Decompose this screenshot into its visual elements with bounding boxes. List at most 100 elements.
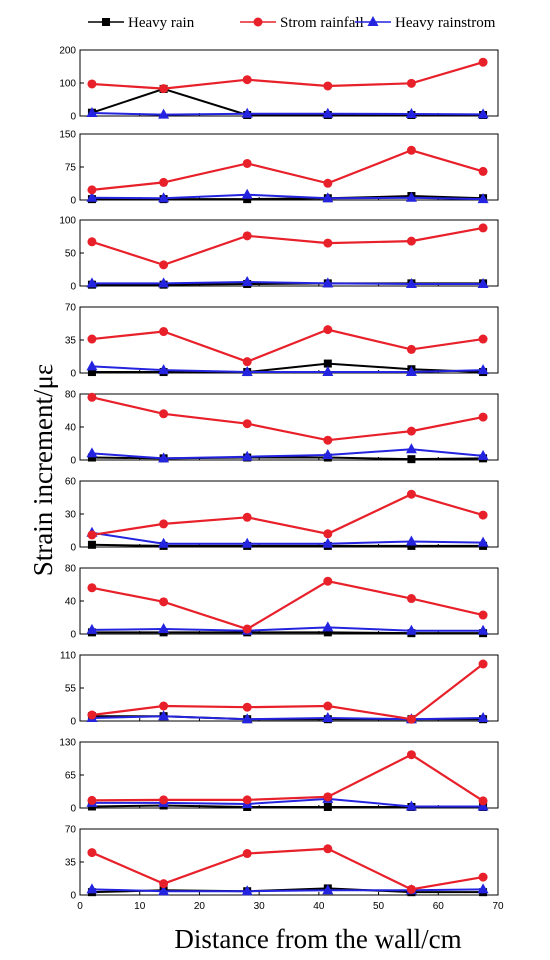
data-point	[87, 392, 97, 402]
data-point	[87, 453, 96, 462]
data-point	[243, 195, 252, 204]
data-point	[322, 192, 334, 203]
data-point	[478, 334, 488, 344]
y-tick-label: 0	[70, 543, 76, 554]
x-tick-label: 30	[254, 901, 266, 912]
panel: 0 35 70	[65, 825, 499, 902]
data-point	[406, 344, 416, 354]
series-heavy-rainstrom	[86, 360, 489, 377]
y-tick-label: 70	[65, 825, 77, 836]
data-point	[477, 800, 489, 811]
series-line	[91, 149, 484, 191]
y-tick-label: 65	[65, 771, 77, 782]
data-point	[406, 489, 416, 499]
legend-marker	[253, 17, 263, 27]
y-tick-label: 40	[65, 423, 77, 434]
data-point	[322, 107, 334, 118]
data-point	[87, 334, 97, 344]
series-line	[91, 396, 484, 442]
panel-frame	[79, 306, 499, 374]
data-point	[405, 443, 417, 454]
data-point	[323, 802, 332, 811]
legend-item: Strom rainfall	[240, 15, 364, 31]
data-point	[322, 712, 334, 722]
x-tick-label: 20	[194, 901, 206, 912]
x-tick-label: 70	[492, 901, 504, 912]
data-point	[477, 278, 489, 289]
data-point	[323, 359, 332, 368]
series-strom-rainfall	[87, 844, 488, 894]
data-point	[478, 610, 488, 620]
data-point	[159, 84, 169, 94]
data-point	[241, 537, 253, 548]
legend-item: Heavy rainstrom	[355, 15, 496, 31]
panel: 0 35 70	[65, 303, 499, 380]
data-point	[86, 277, 98, 288]
y-tick-label: 110	[60, 651, 76, 662]
data-point	[87, 530, 97, 540]
series-line	[91, 663, 484, 721]
series-line	[91, 753, 484, 802]
data-point	[477, 712, 489, 722]
data-point	[159, 879, 169, 889]
data-point	[406, 78, 416, 88]
data-point	[322, 449, 334, 460]
series-strom-rainfall	[87, 659, 488, 724]
y-tick-label: 35	[65, 858, 77, 869]
panel: 0 75 150	[59, 130, 499, 207]
data-point	[478, 796, 488, 806]
y-tick-label: 35	[65, 336, 77, 347]
series-heavy-rainstrom	[86, 188, 489, 204]
data-point	[406, 145, 416, 155]
data-point	[323, 435, 333, 445]
panel: 0 55 110	[60, 651, 499, 728]
data-point	[242, 624, 252, 634]
data-point	[242, 795, 252, 805]
data-point	[241, 188, 253, 199]
y-tick-label: 0	[70, 196, 76, 207]
data-point	[159, 260, 169, 270]
data-point	[87, 583, 97, 593]
y-tick-label: 40	[65, 597, 77, 608]
series-strom-rainfall	[87, 576, 488, 634]
series-strom-rainfall	[87, 325, 488, 367]
data-point	[478, 166, 488, 176]
data-point	[159, 177, 169, 187]
legend: Heavy rain Strom rainfall Heavy rainstrom	[88, 15, 496, 31]
data-point	[87, 540, 96, 549]
data-point	[87, 368, 96, 377]
series-strom-rainfall	[87, 57, 488, 94]
data-point	[241, 450, 253, 461]
data-point	[478, 57, 488, 67]
y-tick-label: 0	[70, 891, 76, 902]
data-point	[87, 848, 97, 858]
data-point	[86, 191, 98, 202]
data-point	[158, 277, 170, 288]
legend-marker	[102, 18, 110, 26]
panel-frame	[79, 219, 499, 287]
data-point	[323, 844, 333, 854]
data-point	[86, 447, 98, 458]
data-point	[86, 623, 98, 634]
series-line	[91, 112, 484, 116]
panel: 0 50 100	[59, 216, 499, 293]
panel: 0 100 200	[59, 46, 499, 123]
y-tick-label: 75	[65, 163, 77, 174]
data-point	[242, 357, 252, 367]
data-point	[158, 623, 170, 634]
data-point	[477, 624, 489, 635]
data-point	[477, 883, 489, 894]
data-point	[478, 412, 488, 422]
series-strom-rainfall	[87, 392, 488, 445]
series-line	[91, 888, 484, 893]
data-point	[322, 277, 334, 288]
y-axis-label: Strain increment/με	[28, 364, 58, 577]
panel-frame	[79, 567, 499, 635]
data-point	[87, 237, 97, 247]
panel-frame	[79, 133, 499, 201]
y-tick-label: 30	[65, 510, 77, 521]
data-point	[159, 327, 169, 337]
y-tick-label: 80	[65, 390, 77, 401]
data-point	[406, 714, 416, 724]
y-tick-label: 0	[70, 804, 76, 815]
